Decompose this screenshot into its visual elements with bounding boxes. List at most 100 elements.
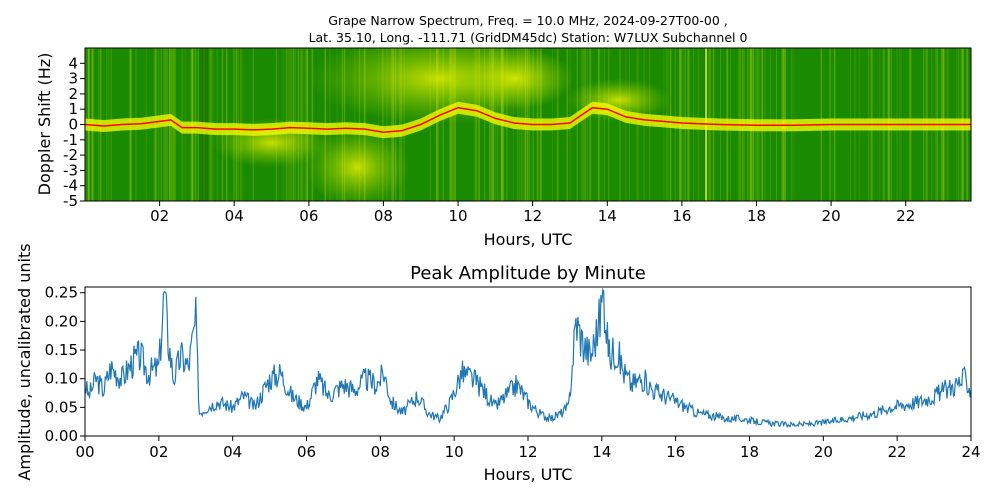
spectrogram-streak: [603, 48, 606, 201]
spectrogram-x-tick-label: 04: [225, 207, 244, 225]
spectrogram-streak: [453, 48, 455, 201]
spectrogram-x-tick-label: 18: [747, 207, 766, 225]
amplitude-x-tick-label: 20: [814, 443, 833, 461]
amplitude-y-tick-label: 0.25: [45, 284, 78, 302]
spectrogram-x-tick-label: 10: [449, 207, 468, 225]
spectrogram-x-tick-label: 20: [822, 207, 841, 225]
spectrogram-streak: [452, 48, 454, 201]
amplitude-x-tick-label: 14: [592, 443, 611, 461]
amplitude-x-tick-label: 24: [961, 443, 980, 461]
spectrogram-y-tick-label: -1: [63, 131, 78, 149]
spectrogram-streak: [493, 48, 494, 201]
spectrogram-streak: [392, 48, 394, 201]
figure-title-line1: Grape Narrow Spectrum, Freq. = 10.0 MHz,…: [328, 13, 727, 28]
spectrogram-x-tick-label: 06: [299, 207, 318, 225]
spectrogram-x-tick-label: 14: [598, 207, 617, 225]
spectrogram-y-tick-label: -3: [63, 161, 78, 179]
spectrogram-streak: [590, 48, 591, 201]
spectrogram-streak: [484, 48, 485, 201]
amplitude-x-ticks: 00 02 04 06 08 10 12 14 16 18 20 22 24: [75, 436, 981, 461]
spectrogram-streak: [436, 48, 438, 201]
spectrogram-streak: [495, 48, 497, 201]
amplitude-title: Peak Amplitude by Minute: [410, 263, 646, 284]
spectrogram-streak: [436, 48, 437, 201]
spectrogram-x-label: Hours, UTC: [484, 230, 573, 249]
spectrogram-carrier-band: [85, 101, 971, 139]
spectrogram-streak: [489, 48, 491, 201]
amplitude-x-tick-label: 12: [518, 443, 537, 461]
spectrogram-streak: [390, 48, 393, 201]
spectrogram-streak: [589, 48, 591, 201]
amplitude-panel: Peak Amplitude by Minute 00 02 04 06 08 10 12 1…: [15, 243, 981, 484]
spectrogram-streak: [377, 48, 379, 201]
spectrogram-streak: [576, 48, 578, 201]
amplitude-series-line: [85, 287, 971, 429]
spectrogram-peak-trace: [85, 106, 971, 133]
spectrogram-streak: [450, 48, 452, 201]
spectrogram-x-ticks: 02 04 06 08 10 12 14 16 18 20 22: [150, 201, 915, 225]
spectrogram-y-tick-label: -5: [63, 192, 78, 210]
amplitude-y-tick-label: 0.00: [45, 427, 78, 445]
spectrogram-streak: [454, 48, 456, 201]
spectrogram-x-tick-label: 08: [374, 207, 393, 225]
amplitude-x-tick-label: 06: [297, 443, 316, 461]
spectrogram-streak: [608, 48, 610, 201]
amplitude-x-tick-label: 18: [740, 443, 759, 461]
spectrogram-y-label: Doppler Shift (Hz): [35, 53, 54, 196]
spectrogram-bright-region: [305, 127, 410, 201]
spectrogram-x-tick-label: 22: [896, 207, 915, 225]
spectrogram-y-tick-label: 2: [68, 85, 78, 103]
spectrogram-streak: [598, 48, 601, 201]
spectrogram-streak: [625, 48, 627, 201]
spectrogram-y-tick-label: 1: [68, 100, 78, 118]
spectrogram-x-tick-label: 16: [672, 207, 691, 225]
spectrogram-streak: [400, 48, 403, 201]
spectrogram-streak: [582, 48, 584, 201]
spectrogram-y-tick-label: -2: [63, 146, 78, 164]
spectrogram-streak: [395, 48, 397, 201]
spectrogram-bright-region: [454, 48, 574, 110]
spectrogram-streak: [475, 48, 478, 201]
amplitude-y-ticks: 0.00 0.05 0.10 0.15 0.20 0.25: [45, 284, 85, 445]
spectrogram-texture: [85, 48, 971, 201]
spectrogram-streak: [450, 48, 453, 201]
amplitude-x-tick-label: 02: [149, 443, 168, 461]
spectrogram-streak: [437, 48, 439, 201]
spectrogram-x-tick-label: 12: [523, 207, 542, 225]
spectrogram-y-tick-label: 0: [68, 116, 78, 134]
amplitude-x-label: Hours, UTC: [484, 465, 573, 484]
amplitude-x-tick-label: 22: [888, 443, 907, 461]
spectrogram-y-tick-label: 3: [68, 70, 78, 88]
spectrogram-streak: [586, 48, 589, 201]
spectrogram-x-tick-label: 02: [150, 207, 169, 225]
amplitude-x-tick-label: 10: [445, 443, 464, 461]
spectrogram-streak: [491, 48, 493, 201]
spectrogram-streak: [629, 48, 630, 201]
spectrogram-streak: [474, 48, 476, 201]
figure-title-line2: Lat. 35.10, Long. -111.71 (GridDM45dc) S…: [309, 30, 748, 45]
amplitude-x-tick-label: 04: [223, 443, 242, 461]
spectrogram-y-tick-label: 4: [68, 54, 78, 72]
spectrogram-streak: [395, 48, 396, 201]
amplitude-y-tick-label: 0.15: [45, 341, 78, 359]
spectrogram-streak: [478, 48, 480, 201]
spectrogram-streak: [619, 48, 621, 201]
spectrogram-y-tick-label: -4: [63, 177, 78, 195]
amplitude-frame: [84, 286, 972, 437]
spectrogram-streak: [589, 48, 591, 201]
spectrogram-streak: [399, 48, 401, 201]
spectrogram-streak: [382, 48, 384, 201]
spectrogram-streak: [484, 48, 486, 201]
amplitude-x-tick-label: 08: [371, 443, 390, 461]
amplitude-x-tick-label: 00: [75, 443, 94, 461]
amplitude-y-tick-label: 0.10: [45, 370, 78, 388]
amplitude-y-label: Amplitude, uncalibrated units: [15, 243, 34, 480]
spectrogram-streak: [581, 48, 583, 201]
spectrogram-streak: [442, 48, 444, 201]
spectrogram-streak: [475, 48, 477, 201]
spectrogram-streak: [584, 48, 586, 201]
